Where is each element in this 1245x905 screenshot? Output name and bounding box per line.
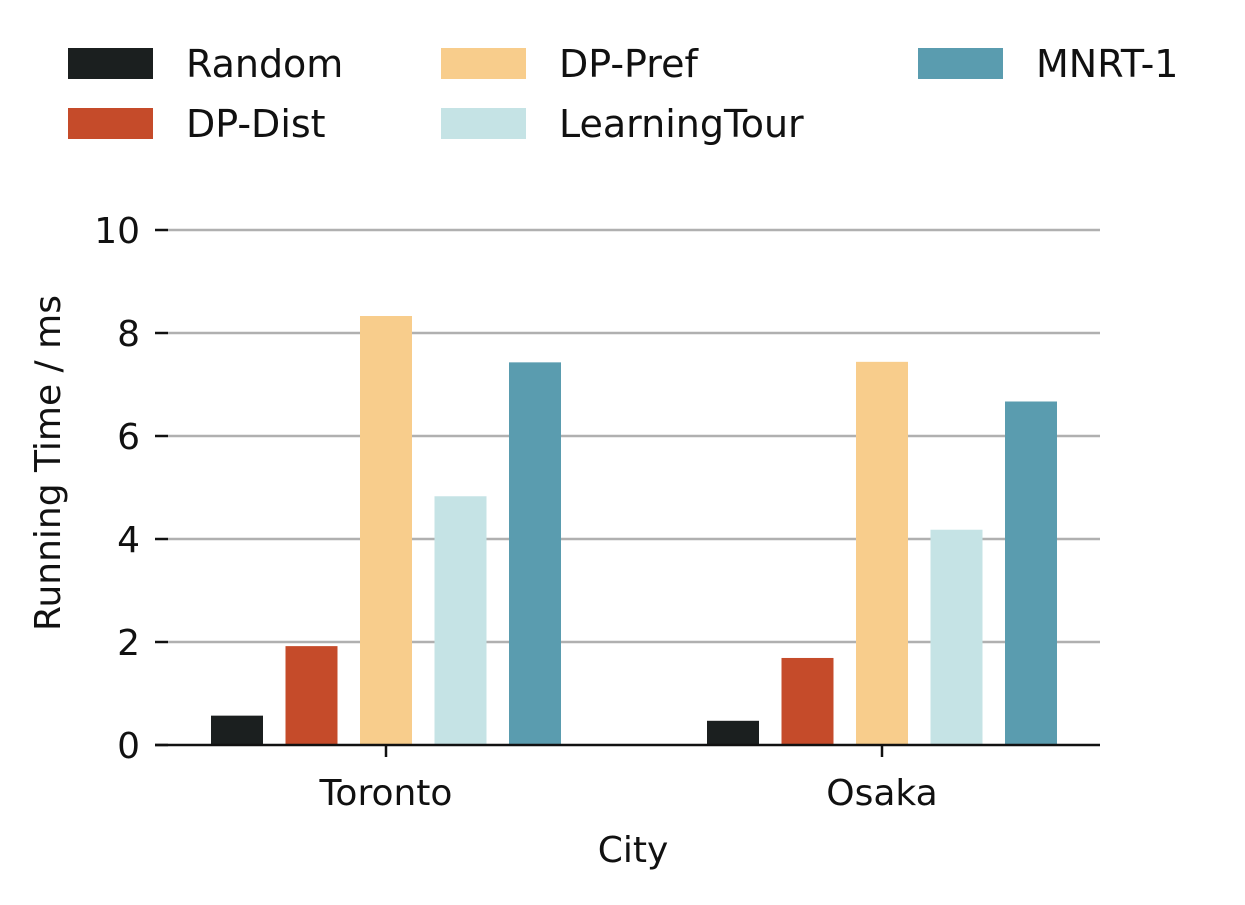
bar-mnrt-1-toronto [509,362,561,745]
legend-label: DP-Dist [186,102,326,146]
y-tick-label: 6 [117,417,140,458]
bar-dp-dist-toronto [285,646,338,745]
y-tick-label: 0 [117,726,140,767]
legend-swatch [441,48,526,79]
legend-swatch [441,108,526,139]
bars [211,316,1057,745]
legend-label: Random [186,42,343,86]
legend-label: MNRT-1 [1036,42,1178,86]
y-tick-label: 2 [117,623,140,664]
bar-random-osaka [707,720,759,745]
legend-label: DP-Pref [559,42,699,86]
bar-random-toronto [211,715,263,745]
x-tick-label: Osaka [826,773,937,814]
legend-swatch [68,108,153,139]
bar-dp-pref-osaka [856,361,908,745]
legend-swatch [918,48,1003,79]
x-axis-title: City [598,830,669,871]
bar-learningtour-toronto [434,496,487,745]
axes: 0 2 4 6 8 10 Toronto Osaka [94,211,1100,814]
y-tick-label: 4 [117,520,140,561]
y-tick-label: 10 [94,211,140,252]
legend-swatch [68,48,153,79]
legend-label: LearningTour [559,102,804,146]
y-tick-label: 8 [117,314,140,355]
legend: Random DP-Dist DP-Pref LearningTour MNRT-1 [68,42,1178,146]
y-axis-title: Running Time / ms [28,295,69,631]
bar-dp-dist-osaka [781,657,834,745]
bar-mnrt-1-osaka [1005,401,1057,745]
x-tick-label: Toronto [319,773,453,814]
bar-learningtour-osaka [930,529,983,745]
bar-dp-pref-toronto [360,316,412,745]
